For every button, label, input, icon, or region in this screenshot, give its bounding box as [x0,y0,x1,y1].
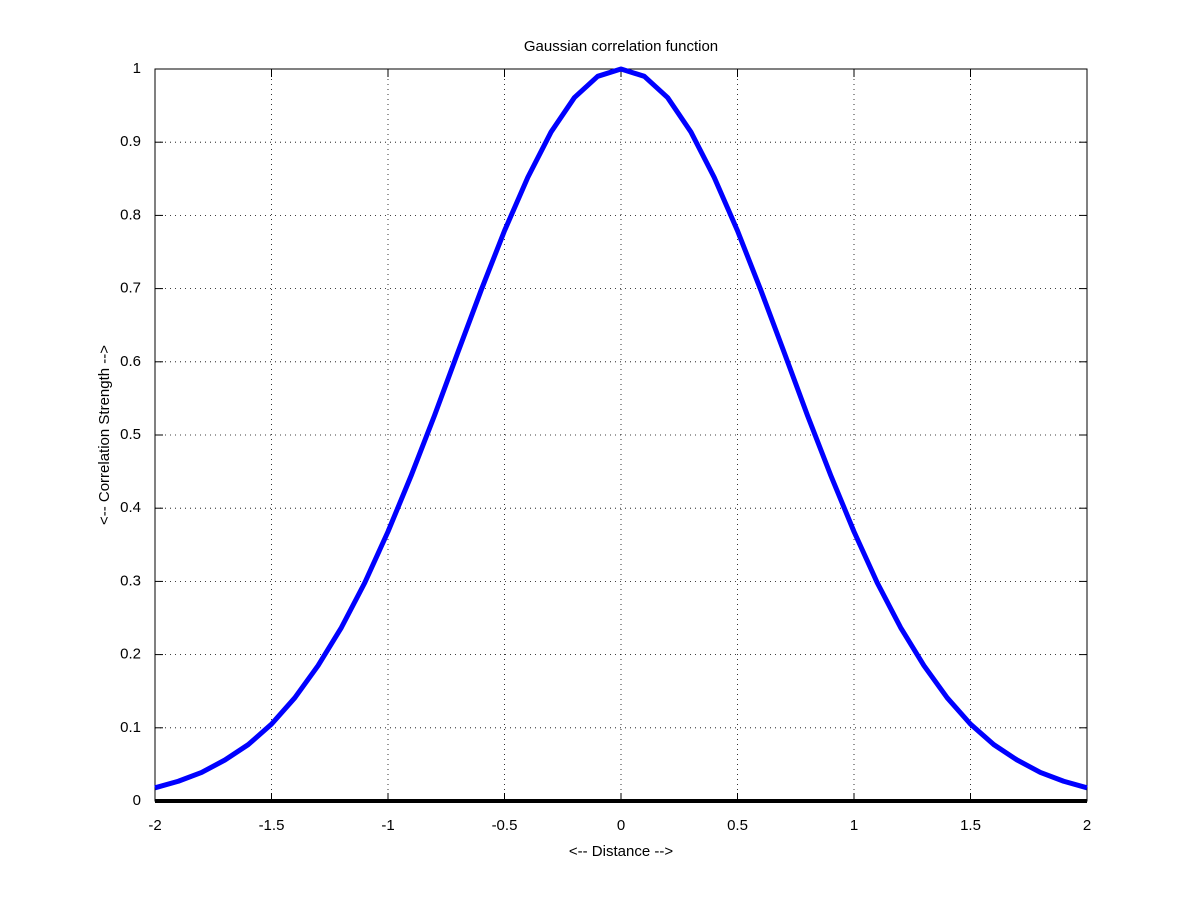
x-tick-label: 0.5 [727,817,748,834]
y-tick-label: 0.6 [120,353,141,370]
y-tick-label: 0 [133,792,141,809]
x-tick-label: -1 [381,817,394,834]
x-tick-label: -0.5 [492,817,518,834]
y-tick-label: 1 [133,60,141,77]
x-tick-label: -2 [148,817,161,834]
chart-title: Gaussian correlation function [524,38,718,55]
x-tick-label: 2 [1083,817,1091,834]
x-tick-label: -1.5 [259,817,285,834]
y-tick-label: 0.5 [120,426,141,443]
y-tick-label: 0.8 [120,206,141,223]
y-tick-label: 0.3 [120,572,141,589]
x-tick-label: 0 [617,817,625,834]
y-tick-label: 0.1 [120,719,141,736]
data-line [154,66,1088,791]
y-tick-label: 0.7 [120,280,141,297]
x-axis-label: <-- Distance --> [569,843,673,860]
y-axis-label: <-- Correlation Strength --> [96,345,113,525]
y-tick-label: 0.2 [120,646,141,663]
y-tick-label: 0.9 [120,133,141,150]
y-tick-label: 0.4 [120,499,141,516]
x-tick-label: 1.5 [960,817,981,834]
x-tick-label: 1 [850,817,858,834]
